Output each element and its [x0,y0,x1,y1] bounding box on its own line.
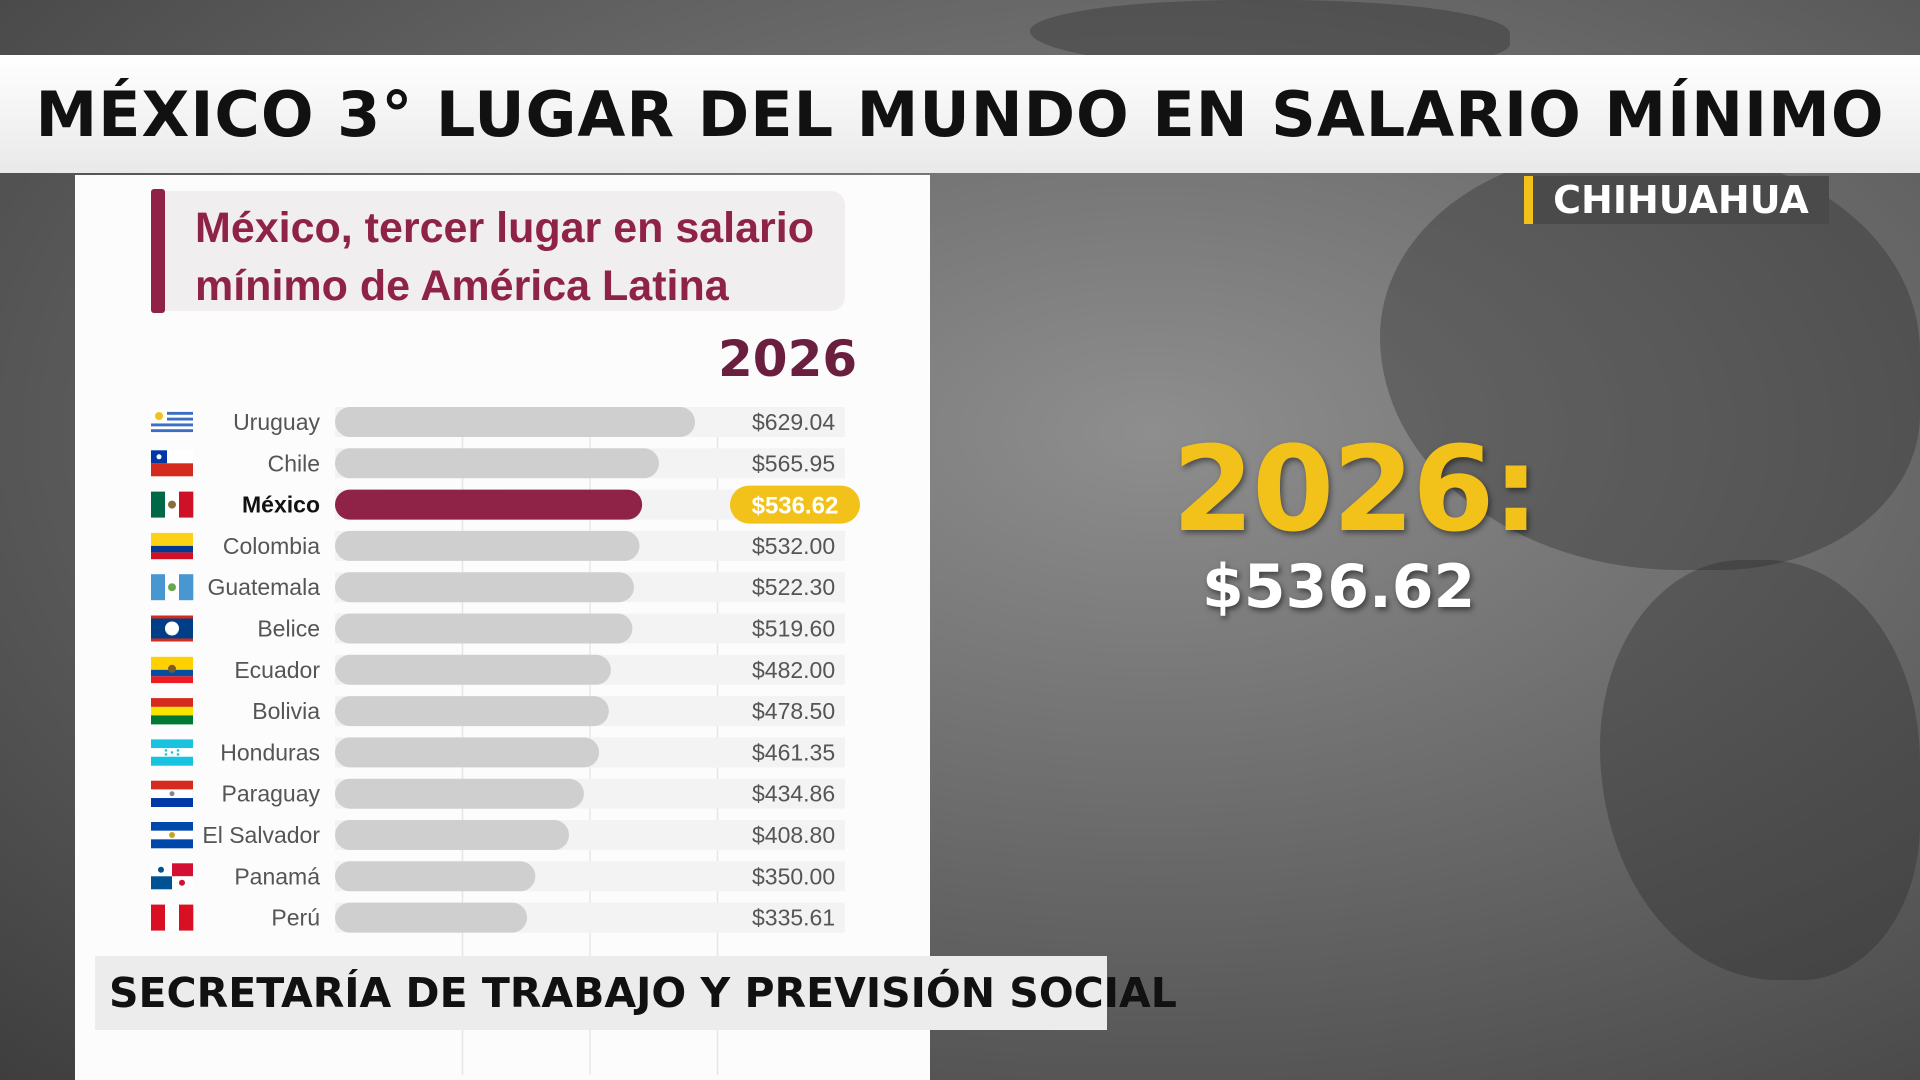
country-label: El Salvador [202,822,320,848]
country-label: Honduras [220,739,320,765]
flag-guatemala-icon [151,574,194,601]
value-label: $350.00 [752,863,835,889]
bar-el-salvador [335,820,569,850]
flag-peru-icon [151,904,194,931]
map-landmass [1600,560,1920,980]
country-label: Panamá [234,863,320,889]
value-label: $434.86 [752,781,835,807]
value-label: $565.95 [752,450,835,476]
value-label: $482.00 [752,657,835,683]
bar-chile [335,448,659,479]
flag-honduras-icon [151,739,193,766]
country-label: Chile [268,450,320,476]
bar-belize [335,613,633,644]
source-label: SECRETARÍA DE TRABAJO Y PREVISIÓN SOCIAL [109,969,1177,1017]
bar-ecuador [335,654,611,685]
bar-mexico [335,489,643,520]
country-label: Guatemala [207,574,320,600]
value-label: $522.30 [752,574,835,600]
bar-uruguay [335,407,696,437]
flag-el-salvador-icon [151,822,193,849]
country-label: México [242,492,320,518]
flag-uruguay-icon [151,409,193,436]
flag-ecuador-icon [151,656,193,684]
value-label: $536.62 [752,493,839,520]
bar-guatemala [335,572,634,603]
flag-colombia-icon [151,532,193,560]
country-label: Paraguay [222,781,321,807]
source-banner: SECRETARÍA DE TRABAJO Y PREVISIÓN SOCIAL [95,956,1177,1030]
bar-colombia [335,530,640,561]
chart-title: México, tercer lugar en salario mínimo d… [195,204,814,310]
chart-title-accent [151,189,165,313]
value-label: $335.61 [752,905,835,931]
bar-bolivia [335,696,609,727]
bar-paraguay [335,778,584,809]
highlight-pill [730,485,860,524]
value-label: $478.50 [752,698,835,724]
flag-belize-icon [151,615,193,642]
flag-bolivia-icon [151,698,193,725]
bar-peru [335,902,528,933]
bar-honduras [335,737,600,768]
country-label: Ecuador [234,657,320,683]
value-label: $461.35 [752,739,835,765]
highlight-value: $536.62 [1202,552,1476,622]
flag-paraguay-icon [151,780,193,807]
value-label: $408.80 [752,822,835,848]
headline: MÉXICO 3° LUGAR DEL MUNDO EN SALARIO MÍN… [35,77,1885,151]
value-label: $519.60 [752,616,835,642]
chart-title-card [151,191,845,311]
salary-infographic: México, tercer lugar en salario mínimo d… [75,175,930,1080]
country-label: Perú [271,905,320,931]
highlight-year: 2026: [1172,420,1540,558]
flag-mexico-icon [151,491,194,518]
chart-year: 2026 [718,330,858,388]
flag-chile-icon [151,450,193,477]
country-label: Colombia [223,533,320,559]
country-label: Bolivia [252,698,320,724]
bar-panama [335,861,536,892]
country-label: Belice [257,616,320,642]
bar-chart: Uruguay $629.04 Chile $565.95 México $536.62 C… [151,407,860,1075]
flag-panama-icon [151,863,193,890]
location-tag: CHIHUAHUA [1524,176,1829,224]
country-label: Uruguay [233,409,320,435]
value-label: $629.04 [752,409,835,435]
headline-banner: MÉXICO 3° LUGAR DEL MUNDO EN SALARIO MÍN… [0,55,1920,173]
value-label: $532.00 [752,533,835,559]
